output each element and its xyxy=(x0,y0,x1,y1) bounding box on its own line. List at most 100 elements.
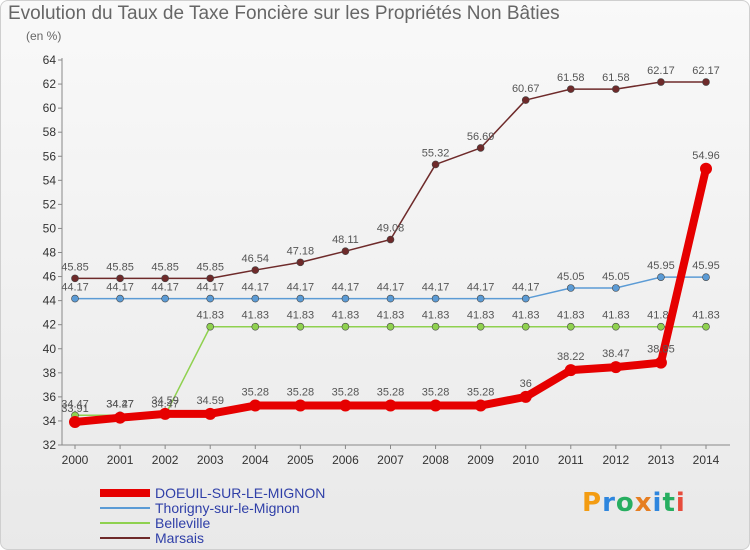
data-point xyxy=(474,399,487,412)
x-tick-label: 2014 xyxy=(693,453,720,467)
data-point xyxy=(386,235,395,244)
data-point xyxy=(71,274,79,283)
data-label: 35.28 xyxy=(377,387,405,399)
y-tick-label: 52 xyxy=(43,197,57,211)
x-tick-label: 2001 xyxy=(107,453,134,467)
data-label: 34.47 xyxy=(151,398,179,410)
data-point xyxy=(386,294,395,303)
data-label: 41.83 xyxy=(602,310,630,322)
x-tick-label: 2010 xyxy=(512,453,539,467)
data-label: 44.17 xyxy=(287,282,315,294)
data-label: 35.28 xyxy=(242,387,270,399)
unit-label: (en %) xyxy=(26,29,62,43)
data-label: 45.05 xyxy=(557,271,585,283)
data-point xyxy=(431,294,440,303)
data-point xyxy=(657,273,665,281)
data-label: 45.85 xyxy=(196,261,224,273)
data-point xyxy=(700,162,712,175)
data-point xyxy=(566,322,575,331)
y-tick-label: 56 xyxy=(43,149,57,163)
data-point xyxy=(566,85,575,93)
data-point xyxy=(161,274,169,283)
data-point xyxy=(384,399,397,412)
data-label: 38.22 xyxy=(557,351,585,363)
data-point xyxy=(702,322,710,331)
data-point xyxy=(431,322,440,331)
data-point xyxy=(116,274,124,283)
x-tick-label: 2000 xyxy=(62,453,89,467)
data-label: 35.28 xyxy=(467,387,495,399)
data-label: 44.17 xyxy=(242,282,270,294)
data-point xyxy=(249,399,262,412)
data-point xyxy=(296,258,305,267)
data-point xyxy=(476,294,485,303)
data-label: 45.95 xyxy=(647,260,675,272)
data-label: 49.08 xyxy=(377,223,405,235)
data-label: 41.83 xyxy=(242,310,270,322)
data-label: 41.83 xyxy=(377,310,405,322)
data-point xyxy=(159,407,172,420)
data-point xyxy=(296,294,305,303)
y-tick-label: 62 xyxy=(43,77,57,91)
data-point xyxy=(296,322,305,331)
y-tick-label: 64 xyxy=(43,53,57,67)
data-label: 54.96 xyxy=(692,150,720,162)
y-tick-label: 36 xyxy=(43,390,57,404)
data-label: 41.83 xyxy=(287,310,315,322)
x-tick-label: 2011 xyxy=(558,453,584,467)
y-tick-label: 38 xyxy=(43,366,57,380)
data-point xyxy=(206,294,215,303)
data-point xyxy=(476,322,485,331)
y-tick-label: 42 xyxy=(43,318,57,332)
legend-label: Marsais xyxy=(155,530,204,546)
x-tick-label: 2007 xyxy=(377,453,404,467)
data-point xyxy=(612,85,620,93)
data-label: 46.54 xyxy=(242,253,270,265)
data-point xyxy=(609,361,622,374)
data-point xyxy=(341,294,350,303)
data-point xyxy=(521,322,530,331)
data-label: 44.17 xyxy=(422,282,450,294)
x-tick-label: 2006 xyxy=(332,453,359,467)
data-label: 44.17 xyxy=(332,282,360,294)
data-point xyxy=(702,273,710,281)
data-label: 34.59 xyxy=(196,395,224,407)
y-tick-label: 60 xyxy=(43,101,57,115)
data-label: 44.17 xyxy=(151,282,179,294)
data-point xyxy=(251,322,260,331)
legend-label: DOEUIL-SUR-LE-MIGNON xyxy=(155,485,325,501)
data-label: 34.47 xyxy=(61,398,89,410)
data-point xyxy=(521,96,530,104)
data-point xyxy=(431,160,440,169)
data-label: 45.85 xyxy=(151,261,179,273)
data-label: 62.17 xyxy=(692,65,720,77)
data-point xyxy=(386,322,395,331)
x-tick-label: 2005 xyxy=(287,453,314,467)
y-tick-label: 44 xyxy=(43,294,57,308)
legend-label: Thorigny-sur-le-Mignon xyxy=(155,500,300,516)
data-point xyxy=(702,78,710,86)
y-tick-label: 48 xyxy=(43,246,57,260)
data-label: 61.58 xyxy=(557,72,585,84)
data-label: 38.85 xyxy=(647,344,675,356)
data-label: 44.17 xyxy=(377,282,405,294)
x-tick-label: 2003 xyxy=(197,453,224,467)
data-point xyxy=(71,294,79,303)
y-tick-label: 32 xyxy=(43,438,57,452)
data-label: 44.17 xyxy=(467,282,495,294)
data-label: 62.17 xyxy=(647,65,675,77)
data-point xyxy=(476,144,485,152)
data-label: 41.83 xyxy=(196,310,224,322)
data-label: 55.32 xyxy=(422,147,450,159)
data-label: 61.58 xyxy=(602,72,630,84)
data-point xyxy=(341,322,350,331)
x-tick-label: 2004 xyxy=(242,453,269,467)
proxiti-logo: Proxiti xyxy=(582,488,686,518)
data-point xyxy=(657,78,665,86)
data-label: 44.17 xyxy=(512,282,540,294)
data-label: 41.83 xyxy=(692,310,720,322)
data-point xyxy=(341,247,350,255)
y-tick-label: 34 xyxy=(43,414,57,428)
